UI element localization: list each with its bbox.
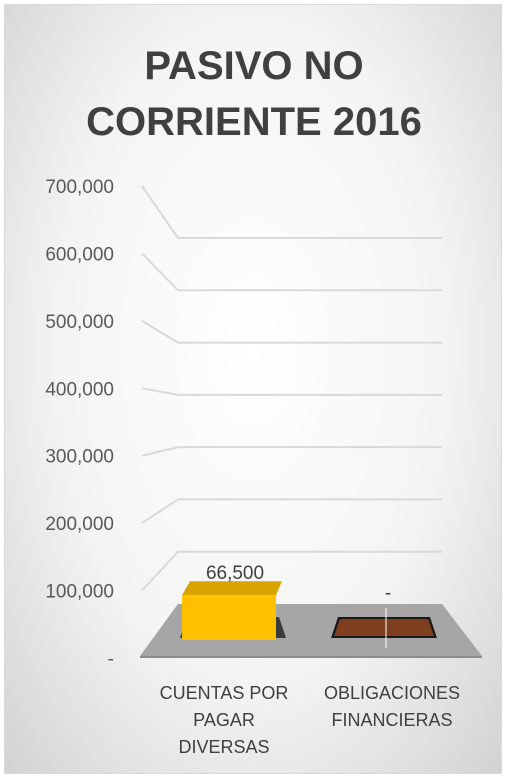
data-label: 66,500 xyxy=(206,563,264,584)
gridline xyxy=(141,387,442,396)
chart-title-line-2: CORRIENTE 2016 xyxy=(86,100,422,144)
chart-title: PASIVO NO CORRIENTE 2016 xyxy=(0,38,508,150)
y-tick-label: 500,000 xyxy=(45,312,114,333)
y-tick-label: 100,000 xyxy=(45,582,114,603)
x-category-label: PAGAR xyxy=(193,710,255,730)
x-category-label: FINANCIERAS xyxy=(331,710,452,730)
y-tick-label: 400,000 xyxy=(45,379,114,400)
y-tick-label: 600,000 xyxy=(45,244,114,265)
chart-title-line-1: PASIVO NO xyxy=(144,44,364,88)
gridline xyxy=(141,550,442,592)
gridline xyxy=(141,498,442,524)
gridline xyxy=(141,185,442,239)
y-tick-label: - xyxy=(108,649,114,670)
x-category-label: OBLIGACIONES xyxy=(324,683,460,703)
data-label: - xyxy=(385,583,391,604)
gridline xyxy=(141,252,442,292)
bar-top xyxy=(182,581,282,596)
x-category-label: DIVERSAS xyxy=(178,737,269,757)
x-category-label: CUENTAS POR xyxy=(160,683,289,703)
gridline xyxy=(141,446,442,457)
y-tick-label: 300,000 xyxy=(45,447,114,468)
gridline xyxy=(141,320,442,344)
bar xyxy=(182,595,276,640)
y-tick-label: 700,000 xyxy=(45,177,114,198)
y-tick-label: 200,000 xyxy=(45,514,114,535)
bar xyxy=(334,619,434,636)
